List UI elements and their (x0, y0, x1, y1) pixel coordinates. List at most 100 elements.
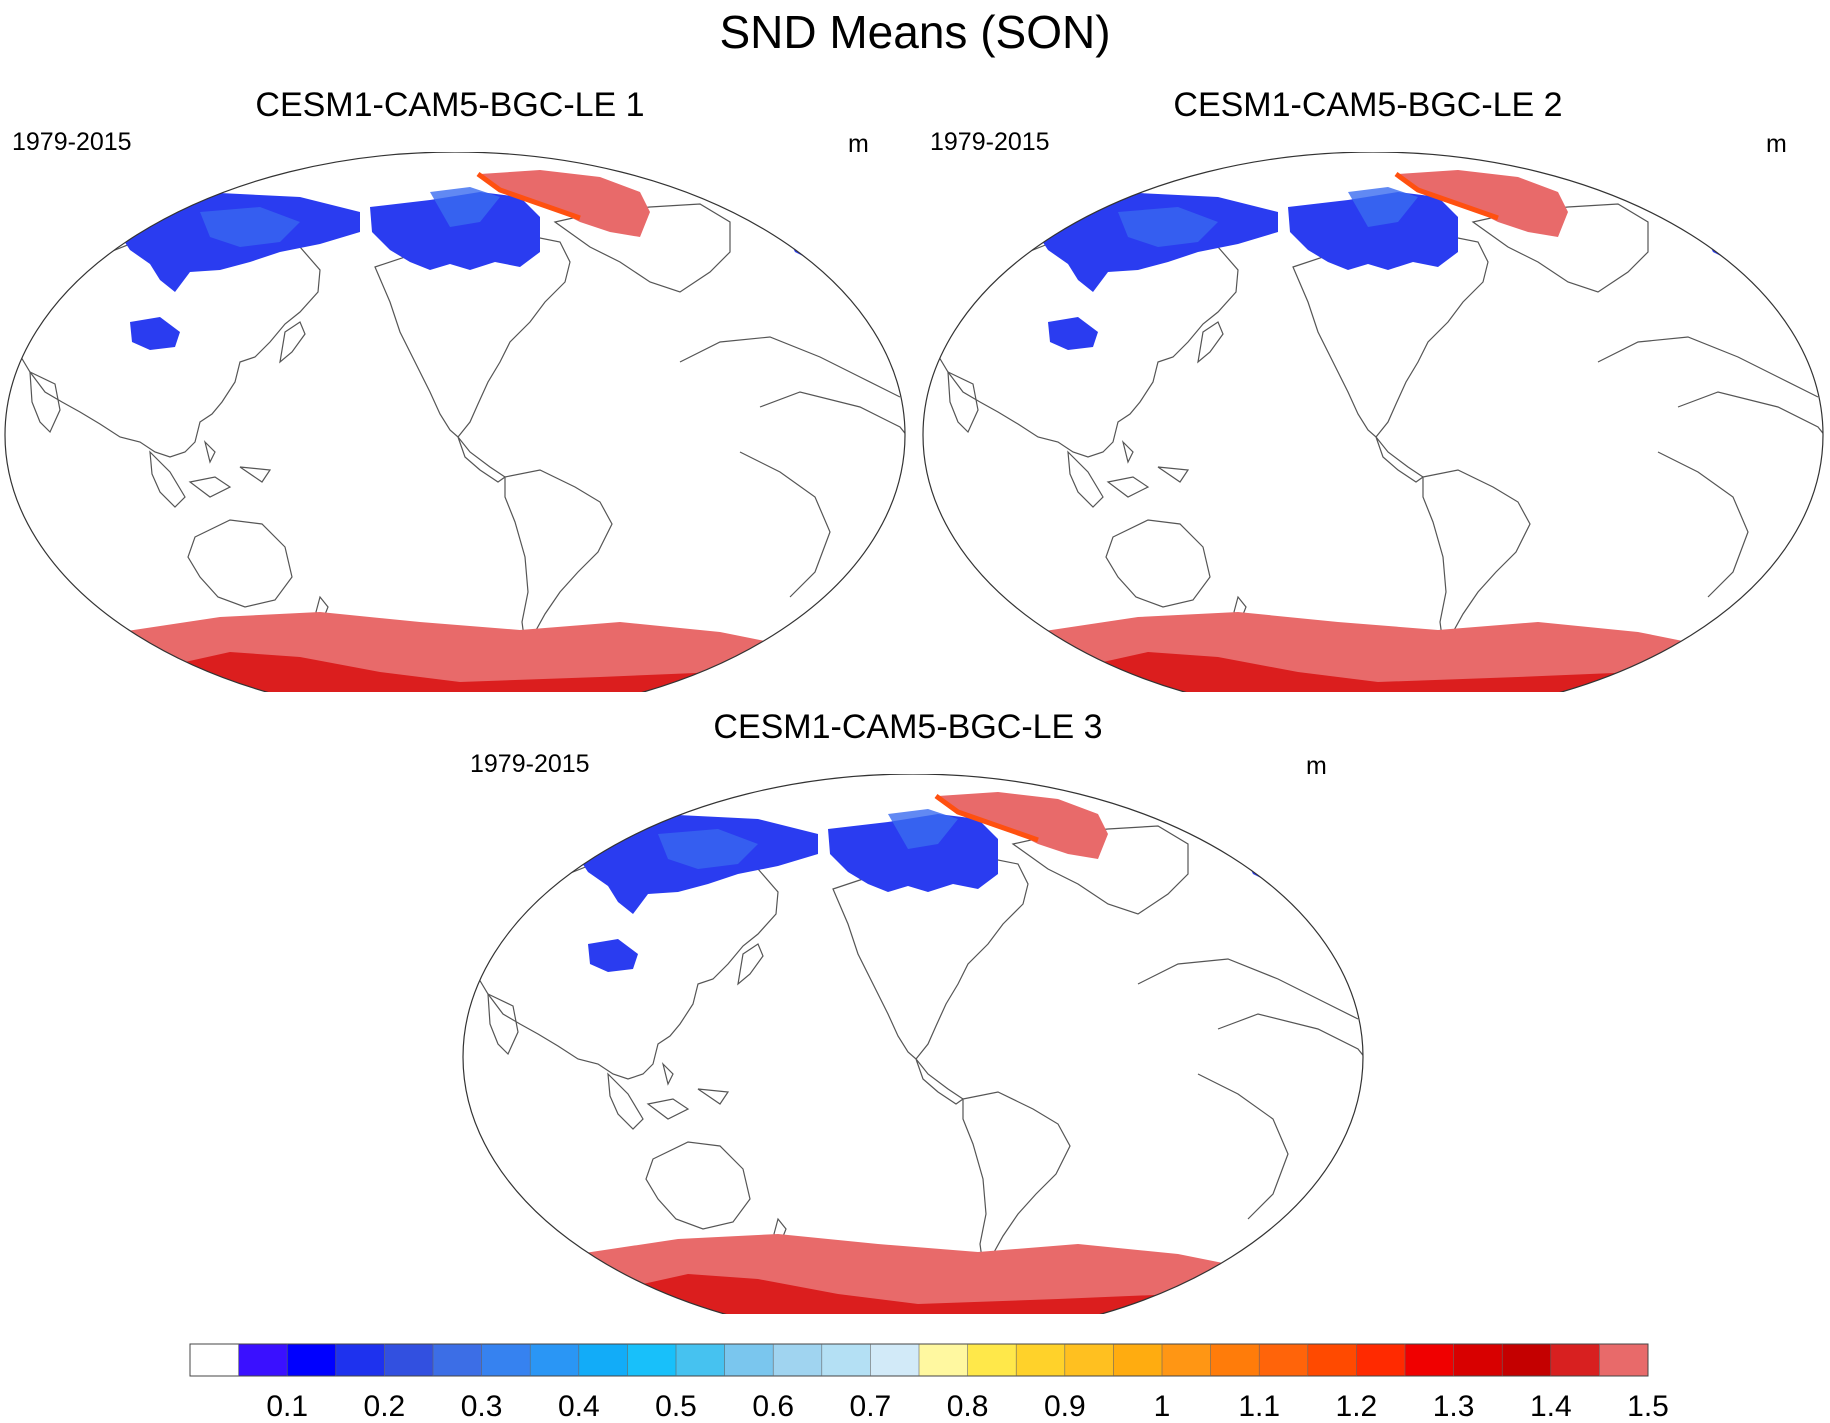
colorbar-swatch (1162, 1344, 1212, 1376)
panel-unit: m (848, 130, 869, 158)
snow-greenland-edge (934, 793, 1039, 843)
panel-period: 1979-2015 (12, 128, 132, 156)
snow-arctic-canada (430, 187, 500, 227)
colorbar-swatch (676, 1344, 726, 1376)
colorbar-tick-label: 0.2 (364, 1390, 406, 1420)
colorbar-swatch (238, 1344, 288, 1376)
colorbar-swatch (1356, 1344, 1406, 1376)
colorbar-swatch (1502, 1344, 1552, 1376)
colorbar-swatch (433, 1344, 483, 1376)
panel-unit: m (1306, 752, 1327, 780)
colorbar-tick-label: 1.4 (1530, 1390, 1572, 1420)
colorbar-tick-label: 0.5 (655, 1390, 697, 1420)
colorbar-swatch (530, 1344, 580, 1376)
australia-coastline (187, 519, 293, 608)
colorbar-swatch (627, 1344, 677, 1376)
india-coastline (487, 993, 519, 1056)
islands-coastline (188, 440, 272, 498)
south-america-coastline (504, 469, 613, 646)
panel-unit: m (1766, 130, 1787, 158)
colorbar-swatch (1599, 1344, 1649, 1376)
map-panel-1: CESM1-CAM5-BGC-LE 1 1979-2015 m (0, 82, 906, 692)
snow-tibet (588, 939, 638, 972)
colorbar-tick-label: 0.1 (266, 1390, 308, 1420)
colorbar-swatch (384, 1344, 434, 1376)
australia-coastline (1105, 519, 1211, 608)
snow-eurasia-mid (200, 207, 300, 247)
colorbar-swatch (1064, 1344, 1114, 1376)
colorbar-tick-label: 1.5 (1627, 1390, 1669, 1420)
colorbar-swatch (1453, 1344, 1503, 1376)
colorbar-tick-label: 0.4 (558, 1390, 600, 1420)
colorbar-swatch (724, 1344, 774, 1376)
colorbar-tick-label: 0.8 (947, 1390, 989, 1420)
map-panel-2: CESM1-CAM5-BGC-LE 2 1979-2015 m (918, 82, 1824, 692)
colorbar-swatch (335, 1344, 385, 1376)
map-1 (4, 152, 906, 692)
map-2 (922, 152, 1824, 692)
japan-coastline (1197, 321, 1224, 364)
colorbar-tick-label: 1.3 (1433, 1390, 1475, 1420)
japan-coastline (279, 321, 306, 364)
central-america-coastline (1375, 436, 1425, 483)
snow-greenland-edge (476, 171, 581, 221)
colorbar-tick-label: 1.2 (1336, 1390, 1378, 1420)
central-america-coastline (915, 1058, 965, 1105)
colorbar-swatch (1259, 1344, 1309, 1376)
snow-greenland (938, 792, 1108, 859)
southeast-asia-coastline (1067, 450, 1104, 508)
south-america-coastline (1422, 469, 1531, 646)
colorbar-swatch (1016, 1344, 1066, 1376)
colorbar-swatch (1307, 1344, 1357, 1376)
colorbar-tick-label: 0.6 (752, 1390, 794, 1420)
map-frame (922, 152, 1824, 692)
snow-arctic-canada (1348, 187, 1418, 227)
central-america-coastline (457, 436, 507, 483)
map-frame (4, 152, 906, 692)
snow-tibet (130, 317, 180, 350)
panel-title: CESM1-CAM5-BGC-LE 2 (1173, 86, 1563, 124)
snow-greenland (1398, 170, 1568, 237)
colorbar-swatch (773, 1344, 823, 1376)
southeast-asia-coastline (607, 1072, 644, 1130)
south-america-coastline (962, 1091, 1071, 1268)
india-coastline (29, 371, 61, 434)
map-panel-3: CESM1-CAM5-BGC-LE 3 1979-2015 m (458, 704, 1364, 1314)
colorbar-swatch (1210, 1344, 1260, 1376)
snow-north-america (370, 192, 540, 270)
snow-eurasia-mid (658, 829, 758, 869)
snow-greenland (480, 170, 650, 237)
colorbar-swatch (578, 1344, 628, 1376)
colorbar-swatch (919, 1344, 969, 1376)
map-content (5, 152, 905, 692)
map-frame (462, 774, 1364, 1314)
panel-title: CESM1-CAM5-BGC-LE 1 (255, 86, 645, 124)
colorbar-swatch (821, 1344, 871, 1376)
map-content (923, 152, 1823, 692)
snow-greenland-edge (1394, 171, 1499, 221)
colorbar-swatch (870, 1344, 920, 1376)
islands-coastline (646, 1062, 730, 1120)
colorbar-swatch (287, 1344, 337, 1376)
map-3 (462, 774, 1364, 1314)
colorbar-swatch (1550, 1344, 1600, 1376)
colorbar-swatch (190, 1344, 240, 1376)
panel-period: 1979-2015 (470, 750, 590, 778)
india-coastline (947, 371, 979, 434)
colorbar-tick-label: 1 (1154, 1390, 1171, 1420)
southeast-asia-coastline (149, 450, 186, 508)
snow-eurasia-mid (1118, 207, 1218, 247)
snow-north-america (1288, 192, 1458, 270)
islands-coastline (1106, 440, 1190, 498)
japan-coastline (737, 943, 764, 986)
colorbar: 0.1 0.2 0.3 0.4 0.5 0.6 0.7 0.8 0.9 1 1.1 1.2 1.3 1.4… (189, 1343, 1669, 1420)
map-content (463, 774, 1363, 1314)
colorbar-swatch (481, 1344, 531, 1376)
colorbar-tick-label: 0.9 (1044, 1390, 1086, 1420)
colorbar-tick-label: 1.1 (1238, 1390, 1280, 1420)
panel-period: 1979-2015 (930, 128, 1050, 156)
colorbar-tick-label: 0.3 (461, 1390, 503, 1420)
colorbar-swatch (1113, 1344, 1163, 1376)
figure-title: SND Means (SON) (719, 6, 1111, 58)
australia-coastline (645, 1141, 751, 1230)
